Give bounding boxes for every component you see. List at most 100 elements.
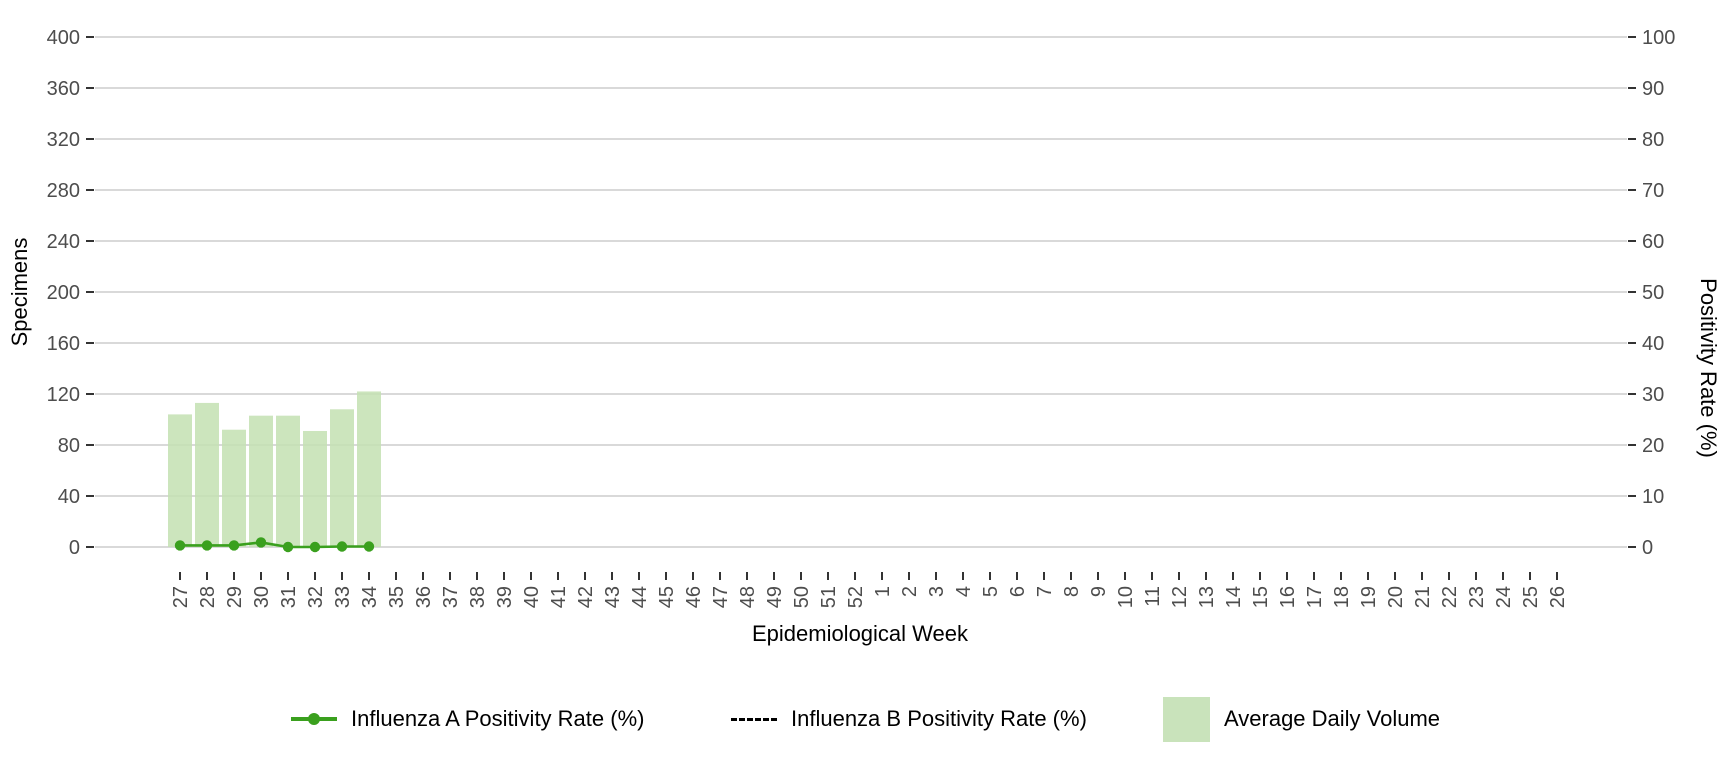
volume-bar	[357, 391, 381, 547]
left-axis-tick-label: 240	[47, 231, 80, 253]
x-axis-week-label: 29	[224, 586, 246, 608]
influenza-a-point	[309, 541, 321, 553]
influenza-a-point	[363, 541, 375, 552]
x-axis-week-label: 32	[305, 586, 327, 608]
volume-bar	[168, 414, 192, 547]
x-axis-week-label: 48	[737, 586, 759, 608]
x-axis-week-label: 30	[251, 586, 273, 608]
x-axis-week-label: 2	[899, 586, 921, 597]
x-axis-week-label: 45	[656, 586, 678, 608]
legend-item-influenza-b: Influenza B Positivity Rate (%)	[731, 693, 1087, 745]
x-axis-week-label: 27	[170, 586, 192, 608]
right-axis-tick-label: 10	[1642, 486, 1664, 508]
x-axis-week-label: 50	[791, 586, 813, 608]
left-axis-tick-label: 120	[47, 384, 80, 406]
left-axis-title: Specimens	[7, 238, 32, 347]
x-axis-week-label: 9	[1088, 586, 1110, 597]
x-axis-week-label: 33	[332, 586, 354, 608]
right-axis-title: Positivity Rate (%)	[1696, 278, 1721, 458]
left-axis-tick-label: 400	[47, 27, 80, 49]
influenza-a-point	[201, 540, 213, 551]
x-axis-week-label: 16	[1277, 586, 1299, 608]
influenza-a-point	[255, 537, 267, 548]
right-axis-tick-label: 30	[1642, 384, 1664, 406]
x-axis-week-label: 18	[1331, 586, 1353, 608]
x-axis-week-label: 41	[548, 586, 570, 608]
chart-legend: Influenza A Positivity Rate (%) Influenz…	[0, 693, 1728, 745]
black-dashed-line-icon	[731, 717, 777, 721]
left-axis-tick-label: 280	[47, 180, 80, 202]
legend-label-volume: Average Daily Volume	[1224, 706, 1441, 731]
x-axis-week-label: 46	[683, 586, 705, 608]
x-axis-week-label: 37	[440, 586, 462, 608]
x-axis-week-label: 52	[845, 586, 867, 608]
volume-bar	[330, 409, 354, 547]
volume-bar	[276, 415, 300, 547]
x-axis-week-label: 5	[980, 586, 1002, 597]
x-axis-week-label: 19	[1358, 586, 1380, 608]
left-axis-tick-label: 80	[58, 435, 80, 457]
x-axis-week-label: 26	[1547, 586, 1569, 608]
x-axis-week-label: 31	[278, 586, 300, 608]
x-axis-week-label: 15	[1250, 586, 1272, 608]
x-axis-week-label: 44	[629, 586, 651, 608]
right-axis-tick-label: 80	[1642, 129, 1664, 151]
green-line-dot-icon	[291, 696, 337, 742]
left-axis-tick-label: 0	[69, 537, 80, 559]
x-axis-week-label: 11	[1142, 586, 1164, 607]
x-axis-title: Epidemiological Week	[752, 621, 969, 646]
x-axis-week-label: 34	[359, 586, 381, 608]
left-axis-tick-label: 200	[47, 282, 80, 304]
x-axis-week-label: 28	[197, 586, 219, 608]
x-axis-week-label: 51	[818, 586, 840, 608]
right-axis-tick-label: 0	[1642, 537, 1653, 559]
x-axis-week-label: 4	[953, 586, 975, 597]
x-axis-week-label: 21	[1412, 586, 1434, 608]
x-axis-week-label: 40	[521, 586, 543, 608]
x-axis-week-label: 14	[1223, 586, 1245, 608]
left-axis-tick-label: 360	[47, 78, 80, 100]
volume-bar	[195, 402, 219, 547]
legend-label-influenza-a: Influenza A Positivity Rate (%)	[351, 706, 645, 731]
x-axis-week-label: 39	[494, 586, 516, 608]
x-axis-week-label: 23	[1466, 586, 1488, 608]
x-axis-week-label: 3	[926, 586, 948, 597]
x-axis-week-label: 17	[1304, 586, 1326, 608]
right-axis-tick-label: 20	[1642, 435, 1664, 457]
legend-label-influenza-b: Influenza B Positivity Rate (%)	[791, 706, 1087, 731]
x-axis-week-label: 25	[1520, 586, 1542, 608]
legend-item-volume: Average Daily Volume	[1163, 693, 1440, 745]
x-axis-week-label: 13	[1196, 586, 1218, 608]
right-axis-tick-label: 90	[1642, 78, 1664, 100]
volume-bar	[222, 429, 246, 547]
x-axis-week-label: 22	[1439, 586, 1461, 608]
x-axis-week-label: 1	[872, 586, 894, 597]
green-square-swatch	[1163, 696, 1210, 742]
left-axis-tick-label: 320	[47, 129, 80, 151]
influenza-a-point	[282, 541, 294, 553]
right-axis-tick-label: 40	[1642, 333, 1664, 355]
right-axis-tick-label: 50	[1642, 282, 1664, 304]
influenza-a-point	[174, 540, 186, 551]
x-axis-week-label: 7	[1034, 586, 1056, 597]
left-axis-tick-label: 160	[47, 333, 80, 355]
right-axis-tick-label: 70	[1642, 180, 1664, 202]
volume-bar	[303, 430, 327, 547]
legend-item-influenza-a: Influenza A Positivity Rate (%)	[291, 693, 644, 745]
volume-bar	[249, 415, 273, 547]
x-axis-week-label: 43	[602, 586, 624, 608]
x-axis-week-label: 20	[1385, 586, 1407, 608]
x-axis-week-label: 12	[1169, 586, 1191, 608]
x-axis-week-label: 47	[710, 586, 732, 608]
right-axis-tick-label: 60	[1642, 231, 1664, 253]
influenza-a-point	[228, 540, 240, 551]
right-axis-tick-label: 100	[1642, 27, 1675, 49]
x-axis-week-label: 49	[764, 586, 786, 608]
left-axis-tick-label: 40	[58, 486, 80, 508]
x-axis-week-label: 35	[386, 586, 408, 608]
x-axis-week-label: 38	[467, 586, 489, 608]
influenza-a-line-layer	[174, 537, 375, 553]
